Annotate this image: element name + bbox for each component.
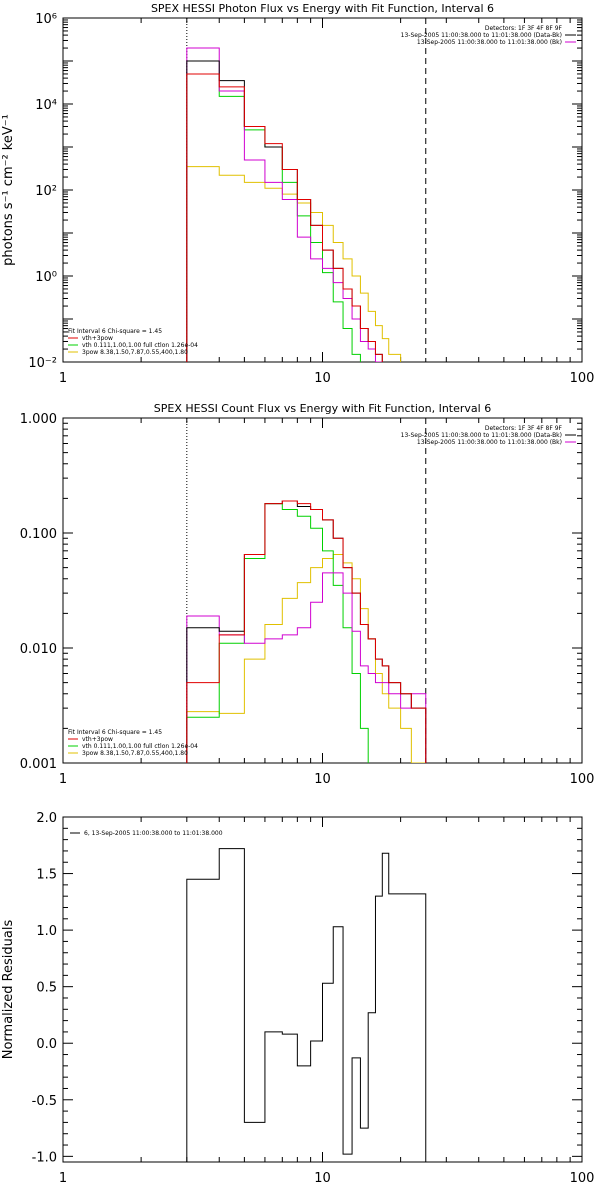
legend-left-entry: vth 0.111,1.00,1.00 full ctlon 1.26e-04 xyxy=(82,743,198,750)
legend-left-entry: vth+3pow xyxy=(82,335,113,342)
y-tick-label: 1.0 xyxy=(36,924,57,939)
chart-title: SPEX HESSI Photon Flux vs Energy with Fi… xyxy=(151,2,494,15)
series-line-green xyxy=(186,73,427,362)
y-tick-label: -1.0 xyxy=(32,1150,57,1165)
legend-right-entry: 13-Sep-2005 11:00:38.000 to 11:01:38.000… xyxy=(417,39,562,46)
x-tick-label: 1 xyxy=(59,1171,67,1186)
legend-right-entry: 13-Sep-2005 11:00:38.000 to 11:01:38.000… xyxy=(401,432,562,439)
series-line-black xyxy=(186,60,427,362)
x-tick-label: 100 xyxy=(570,371,595,386)
legend-left-entry: 3pow 8.38,1.50,7.87,0.55,400,1.80 xyxy=(82,750,188,757)
series-line-magenta xyxy=(186,47,427,362)
y-tick-label: 0.0 xyxy=(36,1037,57,1052)
series-line-green xyxy=(186,503,427,763)
legend-left-entry: Fit Interval 6 Chi-square = 1.45 xyxy=(68,729,162,736)
series-line-yellow xyxy=(186,554,426,763)
y-tick-label: 1.000 xyxy=(20,412,57,427)
legend-right-entry: 13-Sep-2005 11:00:38.000 to 11:01:38.000… xyxy=(417,439,562,446)
y-axis-label: photons s⁻¹ cm⁻² keV⁻¹ xyxy=(1,114,16,266)
legend-left-entry: vth 0.111,1.00,1.00 full ctlon 1.26e-04 xyxy=(82,342,198,349)
y-tick-label: 10⁰ xyxy=(35,270,57,285)
y-tick-label: 10⁻² xyxy=(28,356,57,371)
x-tick-label: 10 xyxy=(314,371,331,386)
y-tick-label: 0.001 xyxy=(20,757,57,772)
y-tick-label: -0.5 xyxy=(32,1094,57,1109)
y-tick-label: 10⁴ xyxy=(35,98,57,113)
plot-frame xyxy=(62,17,583,363)
x-tick-label: 10 xyxy=(314,1171,331,1186)
legend-left-entry: 6, 13-Sep-2005 11:00:38.000 to 11:01:38.… xyxy=(84,830,223,837)
chart-panel-3: 1 10 100 2.0 1.5 1.0 0.5 0.0 -0.5 -1.0 Normalized … xyxy=(1,811,594,1186)
x-tick-label: 100 xyxy=(570,1171,595,1186)
legend-left-entry: Fit Interval 6 Chi-square = 1.45 xyxy=(68,328,162,335)
legend-right-entry: Detectors: 1F 3F 4F 8F 9F xyxy=(485,25,563,32)
chart-panel-1: SPEX HESSI Photon Flux vs Energy with Fi… xyxy=(1,2,595,386)
chart-panel-2: SPEX HESSI Count Flux vs Energy with Fit… xyxy=(20,402,595,787)
y-tick-label: 0.5 xyxy=(36,981,57,996)
y-tick-label: 10² xyxy=(35,184,57,199)
y-axis-label: Normalized Residuals xyxy=(1,920,16,1060)
y-tick-label: 2.0 xyxy=(36,811,57,826)
legend-left-entry: vth+3pow xyxy=(82,736,113,743)
legend-left-entry: 3pow 8.38,1.50,7.87,0.55,400,1.80 xyxy=(82,349,188,356)
series-line-magenta xyxy=(186,572,427,763)
series-line-red xyxy=(186,73,427,362)
series-line-black xyxy=(186,500,427,763)
y-tick-label: 10⁶ xyxy=(35,12,57,27)
y-tick-label: 0.010 xyxy=(20,642,57,657)
series-line-black xyxy=(186,848,427,1162)
series-line-yellow xyxy=(186,166,427,362)
legend-right-entry: 13-Sep-2005 11:00:38.000 to 11:01:38.000… xyxy=(401,32,562,39)
chart-title: SPEX HESSI Count Flux vs Energy with Fit… xyxy=(154,402,491,415)
x-tick-label: 1 xyxy=(59,772,67,787)
x-tick-label: 10 xyxy=(314,772,331,787)
legend-right-entry: Detectors: 1F 3F 4F 8F 9F xyxy=(485,425,563,432)
x-tick-label: 1 xyxy=(59,371,67,386)
y-tick-label: 1.5 xyxy=(36,868,57,883)
y-tick-label: 0.100 xyxy=(20,527,57,542)
x-tick-label: 100 xyxy=(570,772,595,787)
series-line-red xyxy=(186,500,427,763)
